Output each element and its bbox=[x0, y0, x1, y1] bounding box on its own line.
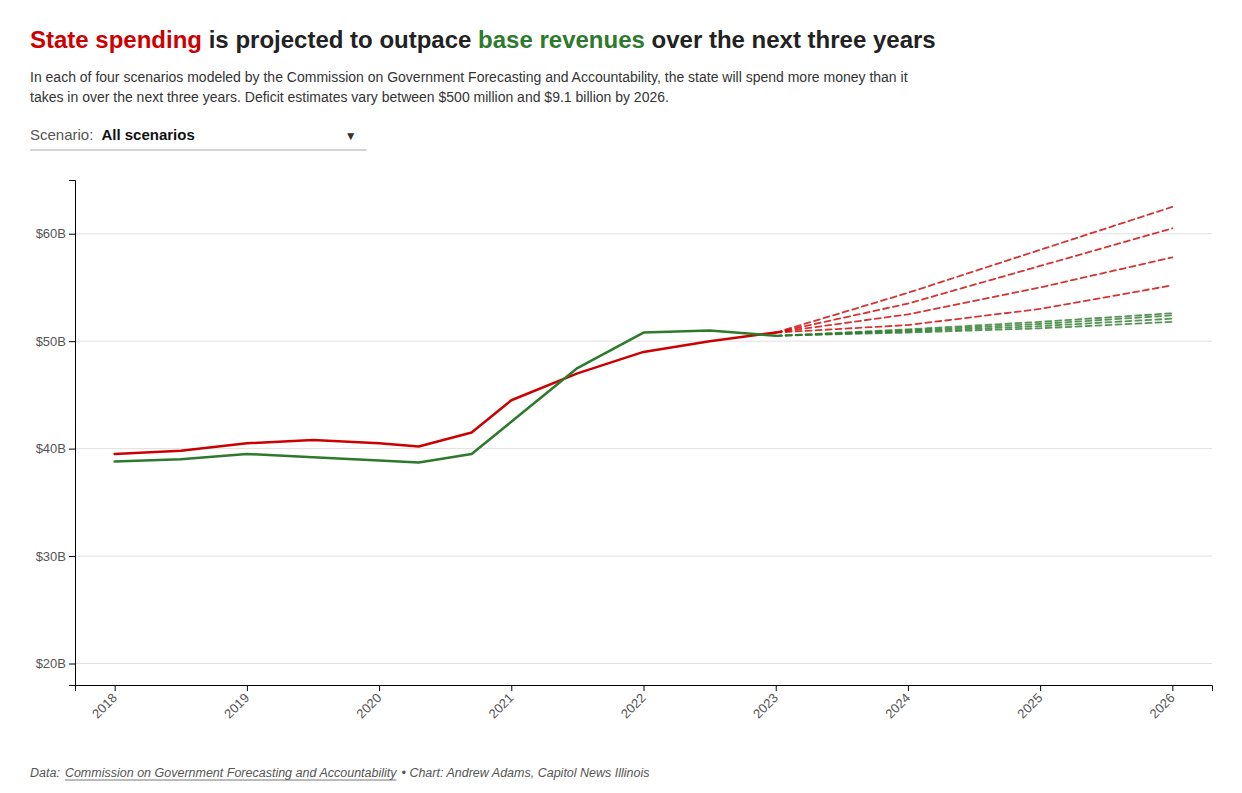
x-tick-mark bbox=[379, 685, 380, 691]
scenario-line bbox=[776, 313, 1173, 336]
x-axis: 2018 2019 2020 2021 2022 2023 2024 2025 2026 bbox=[76, 685, 1213, 721]
scenario-line bbox=[776, 257, 1173, 332]
grid-line bbox=[75, 663, 1212, 664]
y-tick-label: $40B bbox=[36, 441, 66, 456]
x-tick-label: 2022 bbox=[618, 690, 649, 721]
y-tick-mark bbox=[69, 341, 75, 342]
x-tick: 2025 bbox=[1014, 685, 1045, 721]
x-tick-label: 2019 bbox=[221, 690, 252, 721]
x-tick-label: 2018 bbox=[89, 690, 120, 721]
y-tick: $50B bbox=[36, 334, 75, 349]
history-line bbox=[115, 330, 776, 462]
lines bbox=[115, 207, 1173, 463]
x-tick-label: 2021 bbox=[486, 690, 517, 721]
title: State spending is projected to outpace b… bbox=[30, 26, 936, 53]
x-tick-mark bbox=[644, 685, 645, 691]
y-tick: $60B bbox=[36, 226, 75, 241]
y-tick-mark bbox=[69, 556, 75, 557]
x-tick: 2023 bbox=[750, 685, 781, 721]
x-tick: 2024 bbox=[882, 685, 913, 721]
grid bbox=[75, 234, 1212, 664]
x-tick-label: 2020 bbox=[353, 690, 384, 721]
scenario-arrow: ▼ bbox=[345, 129, 357, 143]
footnote: • Chart: Andrew Adams, Capitol News Illi… bbox=[402, 766, 650, 780]
y-tick-label: $20B bbox=[36, 656, 66, 671]
x-tick: 2021 bbox=[486, 685, 517, 721]
x-tick-mark bbox=[115, 685, 116, 691]
grid-line bbox=[75, 233, 1212, 234]
grid-line bbox=[75, 556, 1212, 557]
footnote: Data: bbox=[30, 766, 60, 780]
y-tick-mark bbox=[69, 234, 75, 235]
grid-line bbox=[75, 341, 1212, 342]
y-tick: $40B bbox=[36, 441, 75, 456]
x-tick-label: 2024 bbox=[882, 690, 913, 721]
x-tick-label: 2023 bbox=[750, 690, 781, 721]
scenario-line bbox=[776, 207, 1173, 333]
x-tick-label: 2025 bbox=[1014, 690, 1045, 721]
subtitle: takes in over the next three years. Defi… bbox=[30, 89, 669, 105]
x-tick-mark bbox=[1172, 685, 1173, 691]
footnote-link: Commission on Government Forecasting and… bbox=[65, 766, 397, 780]
y-tick: $30B bbox=[36, 549, 75, 564]
y-axis-line bbox=[69, 181, 76, 686]
grid-line bbox=[75, 448, 1212, 449]
x-tick: 2018 bbox=[89, 685, 120, 721]
y-tick-label: $60B bbox=[36, 226, 66, 241]
x-tick-label: 2026 bbox=[1147, 690, 1178, 721]
y-tick-label: $50B bbox=[36, 334, 66, 349]
x-axis-line bbox=[76, 686, 1213, 692]
history-line bbox=[115, 333, 776, 454]
y-tick: $20B bbox=[36, 656, 75, 671]
x-tick-mark bbox=[908, 685, 909, 691]
scenario-value: All scenarios bbox=[101, 126, 194, 143]
x-tick-mark bbox=[776, 685, 777, 691]
x-tick-mark bbox=[1040, 685, 1041, 691]
title-part: over the next three years bbox=[645, 26, 936, 53]
y-tick-label: $30B bbox=[36, 549, 66, 564]
x-tick: 2020 bbox=[353, 685, 384, 721]
scenario-line bbox=[776, 285, 1173, 332]
scenario-line bbox=[776, 228, 1173, 332]
title-part: base revenues bbox=[478, 26, 645, 53]
x-tick-mark bbox=[511, 685, 512, 691]
title-part: State spending bbox=[30, 26, 202, 53]
x-tick: 2019 bbox=[221, 685, 252, 721]
y-tick-mark bbox=[69, 664, 75, 665]
y-tick-mark bbox=[69, 449, 75, 450]
x-tick: 2022 bbox=[618, 685, 649, 721]
chart-svg: State spending is projected to outpace b… bbox=[0, 0, 1242, 793]
scenario-label: Scenario: bbox=[30, 126, 93, 143]
x-tick-mark bbox=[247, 685, 248, 691]
y-axis: $20B $30B $40B $50B $60B bbox=[36, 181, 76, 686]
scenario-underline bbox=[30, 150, 367, 151]
footnote-underline bbox=[65, 780, 397, 781]
subtitle: In each of four scenarios modeled by the… bbox=[30, 69, 908, 85]
x-tick: 2026 bbox=[1147, 685, 1178, 721]
title-part: is projected to outpace bbox=[202, 26, 478, 53]
